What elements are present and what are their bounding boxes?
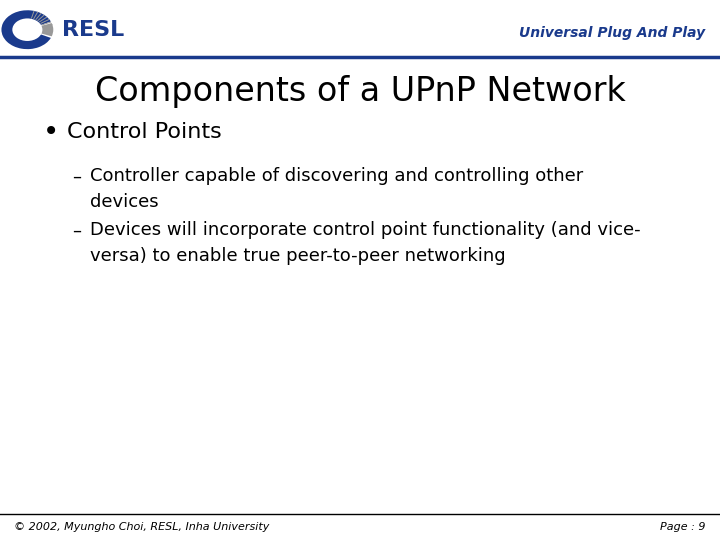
Text: © 2002, Myungho Choi, RESL, Inha University: © 2002, Myungho Choi, RESL, Inha Univers…	[14, 522, 270, 531]
Text: •: •	[43, 118, 60, 146]
Text: RESL: RESL	[62, 19, 124, 40]
Text: –: –	[72, 167, 81, 185]
Text: Components of a UPnP Network: Components of a UPnP Network	[94, 75, 626, 109]
Circle shape	[12, 18, 42, 41]
Wedge shape	[27, 23, 53, 36]
Text: Controller capable of discovering and controlling other: Controller capable of discovering and co…	[90, 167, 583, 185]
Text: Universal Plug And Play: Universal Plug And Play	[519, 26, 706, 40]
Text: Page : 9: Page : 9	[660, 522, 706, 531]
Text: Control Points: Control Points	[67, 122, 222, 143]
Text: devices: devices	[90, 193, 158, 211]
Wedge shape	[1, 10, 51, 49]
Text: –: –	[72, 221, 81, 239]
Text: versa) to enable true peer-to-peer networking: versa) to enable true peer-to-peer netwo…	[90, 247, 505, 265]
Text: Devices will incorporate control point functionality (and vice-: Devices will incorporate control point f…	[90, 221, 641, 239]
